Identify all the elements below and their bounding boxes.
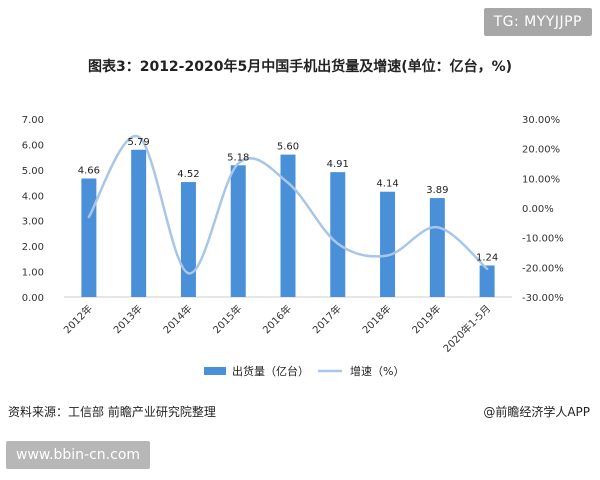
legend-bar-swatch [204,367,226,375]
bar [380,191,396,297]
x-tick-label: 2012年 [61,302,95,336]
bar [280,154,296,297]
x-tick-label: 2013年 [111,302,145,336]
growth-line [87,134,489,275]
tg-badge: TG: MYYJJPP [483,8,592,36]
bar-value-label: 1.24 [476,252,498,263]
y-right-tick-label: -30.00% [522,293,564,304]
y-left-tick-label: 5.00 [22,166,44,177]
bar-value-label: 4.52 [177,169,199,180]
y-right-tick-label: -10.00% [522,234,564,245]
x-tick-label: 2018年 [359,302,393,336]
y-right-tick-label: -20.00% [522,263,564,274]
y-left-tick-label: 7.00 [22,115,44,126]
bar [429,198,445,297]
bar [180,182,196,297]
bar-value-label: 5.18 [227,152,249,163]
bar-value-label: 5.60 [277,142,299,153]
x-tick-label: 2014年 [160,302,194,336]
source-note: 资料来源：工信部 前瞻产业研究院整理 [8,405,216,419]
x-tick-label: 2019年 [409,302,443,336]
x-tick-label: 2016年 [260,302,294,336]
bar-value-label: 4.66 [78,166,100,177]
x-tick-label: 2015年 [210,302,244,336]
bar [131,149,147,297]
y-left-tick-label: 2.00 [22,242,44,253]
y-right-tick-label: 0.00% [522,204,554,215]
chart-title: 图表3：2012-2020年5月中国手机出货量及增速(单位：亿台，%) [87,59,513,75]
y-left-tick-label: 4.00 [22,191,44,202]
bar [479,265,495,297]
bar-value-label: 4.14 [376,179,398,190]
y-left-tick-label: 3.00 [22,217,44,228]
bar [330,172,346,297]
bar [230,165,246,297]
y-right-tick-label: 30.00% [522,115,560,126]
x-tick-label: 2017年 [310,302,344,336]
y-left-tick-label: 1.00 [22,268,44,279]
x-tick-label: 2020年1-5月 [440,302,493,355]
watermark-url: www.bbin-cn.com [6,441,151,469]
y-left-tick-label: 6.00 [22,140,44,151]
chart: 0.00 1.00 2.00 3.00 4.00 5.00 6.00 7.00 -30.00% -… [22,115,564,378]
bar-value-label: 4.91 [327,159,349,170]
legend-bar-label: 出货量（亿台） [232,364,309,378]
y-left-tick-label: 0.00 [22,293,44,304]
y-right-tick-label: 10.00% [522,174,560,185]
legend-line-label: 增速（%） [350,364,404,378]
bar-value-label: 3.89 [426,185,448,196]
credit-note: @前瞻经济学人APP [483,405,590,419]
bar [81,178,97,297]
bar-value-label: 5.79 [128,137,150,148]
y-right-tick-label: 20.00% [522,145,560,156]
